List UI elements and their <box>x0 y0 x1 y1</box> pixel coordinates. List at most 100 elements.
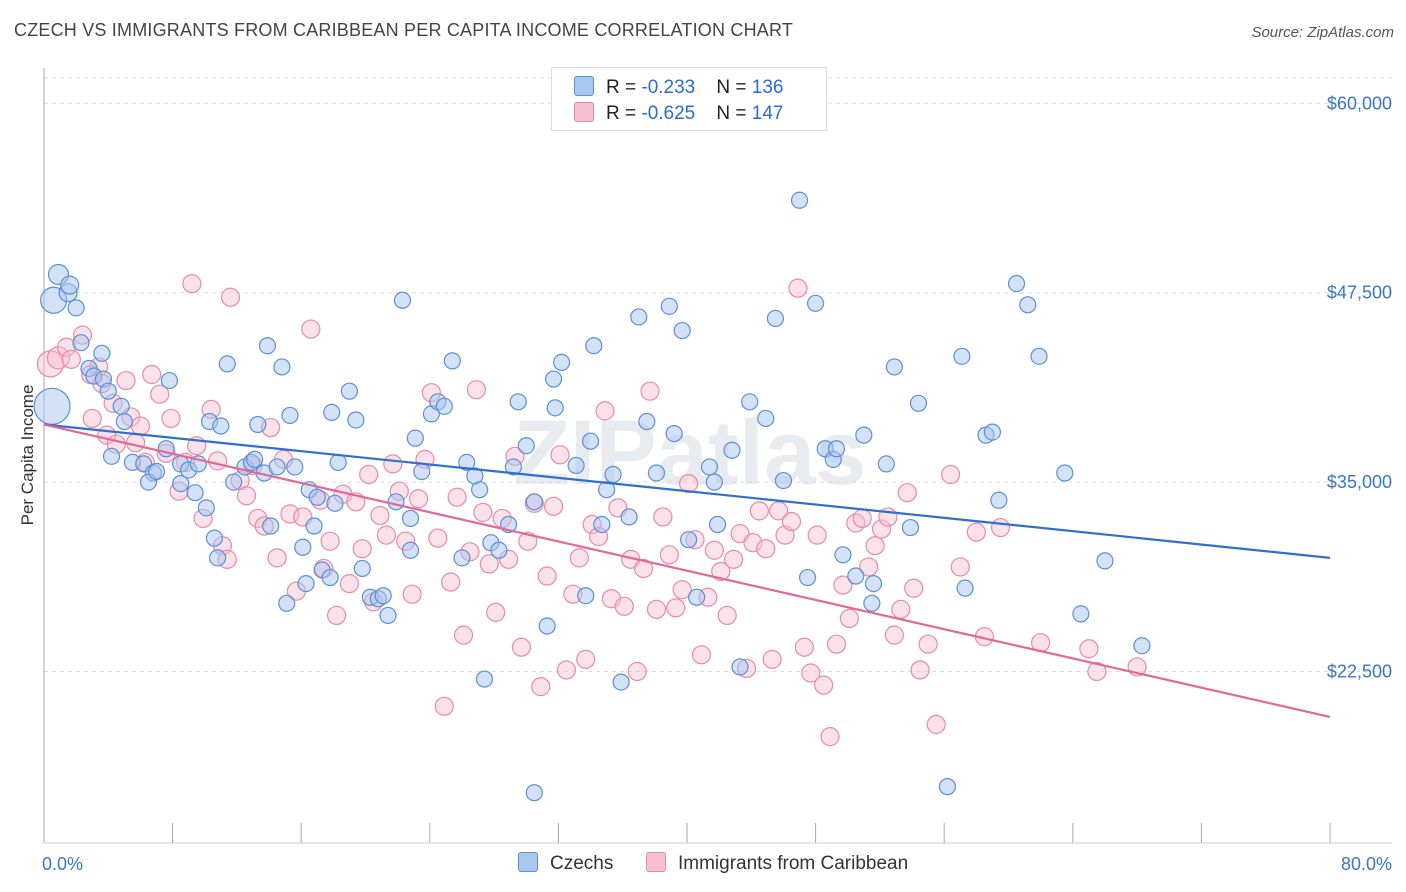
czech-point-132 <box>983 423 1002 441</box>
caribbean-point-32 <box>236 486 257 506</box>
caribbean-point-1 <box>46 346 71 370</box>
caribbean-point-65 <box>447 487 467 507</box>
legend-item-czechs: Czechs <box>518 852 613 875</box>
czech-point-104 <box>688 588 706 606</box>
czech-point-81 <box>504 458 522 476</box>
y-tick-labels: $22,500 $35,000 $47,500 $60,000 <box>1327 93 1392 681</box>
czech-point-101 <box>665 425 683 443</box>
czech-point-103 <box>680 531 698 549</box>
caribbean-point-119 <box>794 637 814 657</box>
czech-point-88 <box>567 456 585 475</box>
caribbean-point-124 <box>826 634 847 654</box>
czech-point-110 <box>741 393 759 411</box>
caribbean-point-114 <box>762 649 782 669</box>
caribbean-point-93 <box>627 661 647 682</box>
czech-point-109 <box>731 658 749 676</box>
caribbean-point-6 <box>82 408 102 429</box>
czech-point-113 <box>774 471 793 490</box>
czech-point-96 <box>620 508 638 526</box>
caribbean-point-128 <box>852 508 872 529</box>
czech-point-127 <box>901 518 920 537</box>
caribbean-point-129 <box>859 557 879 577</box>
caribbean-point-146 <box>1079 639 1099 659</box>
czech-point-102 <box>673 321 691 340</box>
czechs-legend-swatch <box>518 852 538 872</box>
czech-point-99 <box>647 464 666 482</box>
czech-point-112 <box>766 309 785 328</box>
caribbean-point-14 <box>126 433 146 453</box>
caribbean-point-95 <box>640 381 660 401</box>
caribbean-point-64 <box>441 572 461 592</box>
caribbean-swatch <box>574 102 594 122</box>
caribbean-point-85 <box>576 649 596 669</box>
czech-point-76 <box>471 481 489 499</box>
czech-point-0 <box>33 387 71 425</box>
caribbean-point-120 <box>801 663 821 683</box>
czech-point-135 <box>1056 464 1074 482</box>
czech-point-26 <box>186 484 204 502</box>
caribbean-point-69 <box>473 502 493 522</box>
czech-point-73 <box>453 549 471 567</box>
czech-point-97 <box>630 308 648 326</box>
czech-point-6 <box>72 334 90 352</box>
czech-point-28 <box>205 529 223 547</box>
watermark: ZIPatlas <box>514 402 867 504</box>
caribbean-point-107 <box>717 605 737 626</box>
caribbean-point-131 <box>871 519 892 539</box>
czech-point-11 <box>99 382 117 400</box>
czech-point-137 <box>1072 605 1090 623</box>
czech-point-58 <box>353 559 371 578</box>
caribbean-point-54 <box>376 525 396 545</box>
czech-point-141 <box>938 778 957 796</box>
czech-point-45 <box>278 594 296 612</box>
czech-point-126 <box>885 358 903 376</box>
czech-point-21 <box>160 371 178 390</box>
caribbean-point-134 <box>891 599 911 619</box>
czech-point-74 <box>458 453 476 471</box>
caribbean-point-126 <box>839 608 859 629</box>
caribbean-point-135 <box>897 483 917 503</box>
czech-point-27 <box>197 499 215 517</box>
czech-point-105 <box>700 458 719 476</box>
czech-point-48 <box>297 575 315 593</box>
caribbean-point-100 <box>672 580 692 600</box>
czech-point-98 <box>638 412 656 431</box>
czech-point-91 <box>581 432 600 450</box>
y-tick-label-1: $35,000 <box>1327 472 1392 492</box>
czech-point-116 <box>806 294 825 312</box>
caribbean-point-27 <box>208 451 228 471</box>
caribbean-point-15 <box>130 416 151 436</box>
caribbean-point-125 <box>833 575 853 595</box>
czech-point-64 <box>401 509 420 528</box>
caribbean-point-84 <box>569 548 589 568</box>
czechs-n-value: 136 <box>751 77 784 98</box>
czech-point-61 <box>374 587 392 605</box>
caribbean-point-58 <box>402 584 422 604</box>
czech-point-72 <box>443 352 461 370</box>
caribbean-point-96 <box>646 599 667 619</box>
czech-point-14 <box>102 447 121 465</box>
legend-item-caribbean: Immigrants from Caribbean <box>646 852 908 875</box>
series-czechs-points <box>33 191 1151 802</box>
caribbean-point-70 <box>479 554 499 574</box>
czech-point-136 <box>1019 296 1037 314</box>
caribbean-point-99 <box>666 598 686 618</box>
caribbean-point-130 <box>865 536 885 556</box>
caribbean-point-123 <box>820 727 840 747</box>
czech-point-123 <box>855 426 873 444</box>
caribbean-point-106 <box>711 561 731 582</box>
caribbean-point-137 <box>910 660 930 680</box>
czech-point-133 <box>1007 275 1026 293</box>
y-tick-label-2: $47,500 <box>1327 283 1392 303</box>
czech-point-111 <box>757 409 775 428</box>
caribbean-point-91 <box>614 596 634 616</box>
czech-point-115 <box>798 568 817 587</box>
y-axis-title: Per Capita Income <box>18 385 37 526</box>
czech-point-63 <box>387 493 405 511</box>
caribbean-point-75 <box>511 637 532 657</box>
czech-point-134 <box>1030 347 1048 365</box>
czech-point-23 <box>172 475 190 493</box>
czech-point-131 <box>990 491 1008 509</box>
caribbean-point-59 <box>408 489 429 509</box>
czechs-trend-line <box>43 423 1331 559</box>
